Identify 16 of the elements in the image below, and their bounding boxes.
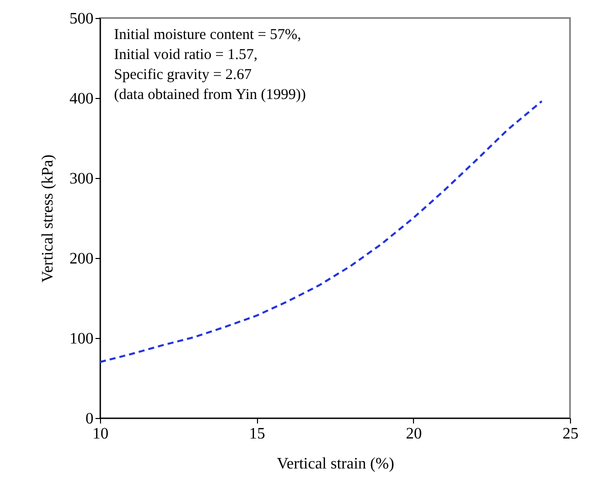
y-tick-label: 100 — [70, 330, 94, 348]
y-tick-label: 0 — [86, 410, 94, 428]
x-axis-title: Vertical strain (%) — [276, 456, 394, 472]
y-tick-label: 300 — [70, 170, 94, 188]
annotation: (data obtained from Yin (1999)) — [114, 87, 306, 103]
x-tick-label: 20 — [406, 426, 422, 442]
x-tick-label: 10 — [92, 426, 108, 442]
y-tick-label: 200 — [70, 250, 94, 268]
y-tick-label: 500 — [70, 10, 94, 28]
annotation: Specific gravity = 2.67 — [114, 67, 252, 83]
y-tick-label: 400 — [70, 90, 94, 108]
y-axis-title: Vertical stress (kPa) — [40, 154, 56, 282]
annotation: Initial moisture content = 57%, — [114, 27, 302, 43]
annotation: Initial void ratio = 1.57, — [114, 47, 258, 63]
x-tick-label: 15 — [249, 426, 266, 442]
x-tick-label: 25 — [562, 426, 578, 442]
